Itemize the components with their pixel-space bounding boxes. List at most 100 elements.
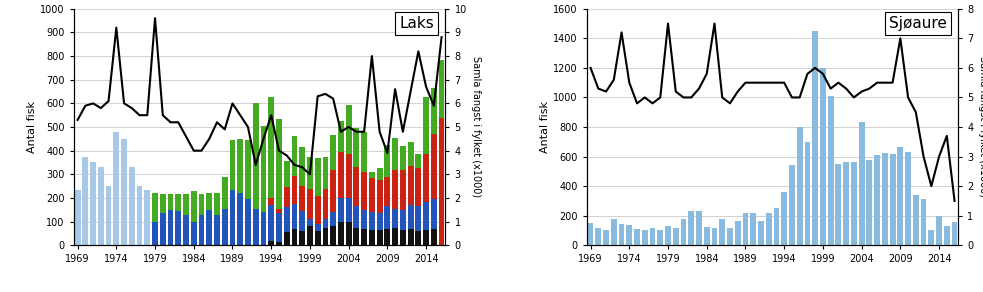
Bar xyxy=(596,227,602,245)
Bar xyxy=(438,118,444,245)
Bar xyxy=(137,186,143,245)
Text: Sjøaure: Sjøaure xyxy=(890,16,948,31)
Bar xyxy=(727,227,733,245)
Bar xyxy=(408,166,414,205)
Bar xyxy=(168,194,173,210)
Bar xyxy=(361,210,367,229)
Bar xyxy=(206,193,212,210)
Bar xyxy=(245,199,251,245)
Bar xyxy=(121,139,127,245)
Bar xyxy=(424,230,429,245)
Bar xyxy=(152,222,158,245)
Bar xyxy=(672,228,678,245)
Bar xyxy=(276,213,282,242)
Bar xyxy=(199,194,204,215)
Bar xyxy=(245,140,251,199)
Bar xyxy=(618,224,624,245)
Bar xyxy=(944,226,950,245)
Bar xyxy=(346,105,352,154)
Bar xyxy=(874,155,880,245)
Bar xyxy=(299,147,305,186)
Bar xyxy=(658,230,664,245)
Bar xyxy=(936,216,942,245)
Bar xyxy=(160,194,166,213)
Bar xyxy=(214,215,220,245)
Bar xyxy=(369,172,375,178)
Bar xyxy=(315,196,320,224)
Bar xyxy=(175,194,181,211)
Bar xyxy=(276,208,282,213)
Bar xyxy=(276,242,282,245)
Bar xyxy=(742,213,748,245)
Bar xyxy=(774,208,780,245)
Bar xyxy=(392,170,398,208)
Bar xyxy=(152,193,158,222)
Bar xyxy=(83,157,88,245)
Bar xyxy=(369,212,375,230)
Bar xyxy=(230,190,235,245)
Bar xyxy=(400,170,406,210)
Bar xyxy=(400,146,406,170)
Bar xyxy=(330,135,336,170)
Bar xyxy=(696,211,702,245)
Bar xyxy=(750,213,756,245)
Bar xyxy=(315,158,320,196)
Bar xyxy=(361,229,367,245)
Bar xyxy=(392,208,398,227)
Bar xyxy=(384,177,390,206)
Bar xyxy=(665,226,671,245)
Bar xyxy=(75,190,81,245)
Bar xyxy=(206,210,212,245)
Y-axis label: Samla fangst i fylket (x1000): Samla fangst i fylket (x1000) xyxy=(978,56,983,198)
Bar xyxy=(253,208,259,245)
Bar xyxy=(376,180,382,213)
Bar xyxy=(260,126,266,212)
Bar xyxy=(804,142,810,245)
Bar xyxy=(921,199,927,245)
Bar xyxy=(680,219,686,245)
Bar xyxy=(322,157,328,189)
Bar xyxy=(376,213,382,230)
Bar xyxy=(346,222,352,245)
Bar xyxy=(338,198,344,222)
Bar xyxy=(384,145,390,177)
Bar xyxy=(299,231,305,245)
Bar xyxy=(98,167,104,245)
Bar xyxy=(307,157,313,189)
Bar xyxy=(315,231,320,245)
Bar xyxy=(720,219,725,245)
Bar xyxy=(214,193,220,215)
Bar xyxy=(431,199,436,229)
Bar xyxy=(284,187,290,207)
Bar xyxy=(634,229,640,245)
Y-axis label: Antal fisk: Antal fisk xyxy=(28,101,37,153)
Bar xyxy=(299,211,305,231)
Bar xyxy=(408,229,414,245)
Bar xyxy=(376,230,382,245)
Bar xyxy=(284,161,290,187)
Y-axis label: Samla fangst i fylket (x1000): Samla fangst i fylket (x1000) xyxy=(471,56,481,198)
Bar xyxy=(789,166,795,245)
Bar xyxy=(408,142,414,166)
Bar xyxy=(369,230,375,245)
Bar xyxy=(237,193,243,245)
Bar xyxy=(145,190,150,245)
Bar xyxy=(292,136,297,175)
Bar xyxy=(191,191,197,222)
Bar xyxy=(812,31,818,245)
Bar xyxy=(322,219,328,227)
Bar xyxy=(268,98,274,198)
Bar xyxy=(253,103,259,208)
Bar xyxy=(843,162,849,245)
Bar xyxy=(438,60,444,118)
Bar xyxy=(384,229,390,245)
Bar xyxy=(183,215,189,245)
Y-axis label: Antal fisk: Antal fisk xyxy=(541,101,550,153)
Bar xyxy=(199,215,204,245)
Bar xyxy=(400,210,406,230)
Bar xyxy=(90,162,96,245)
Bar xyxy=(416,206,422,231)
Bar xyxy=(160,213,166,245)
Bar xyxy=(222,208,228,245)
Bar xyxy=(361,132,367,172)
